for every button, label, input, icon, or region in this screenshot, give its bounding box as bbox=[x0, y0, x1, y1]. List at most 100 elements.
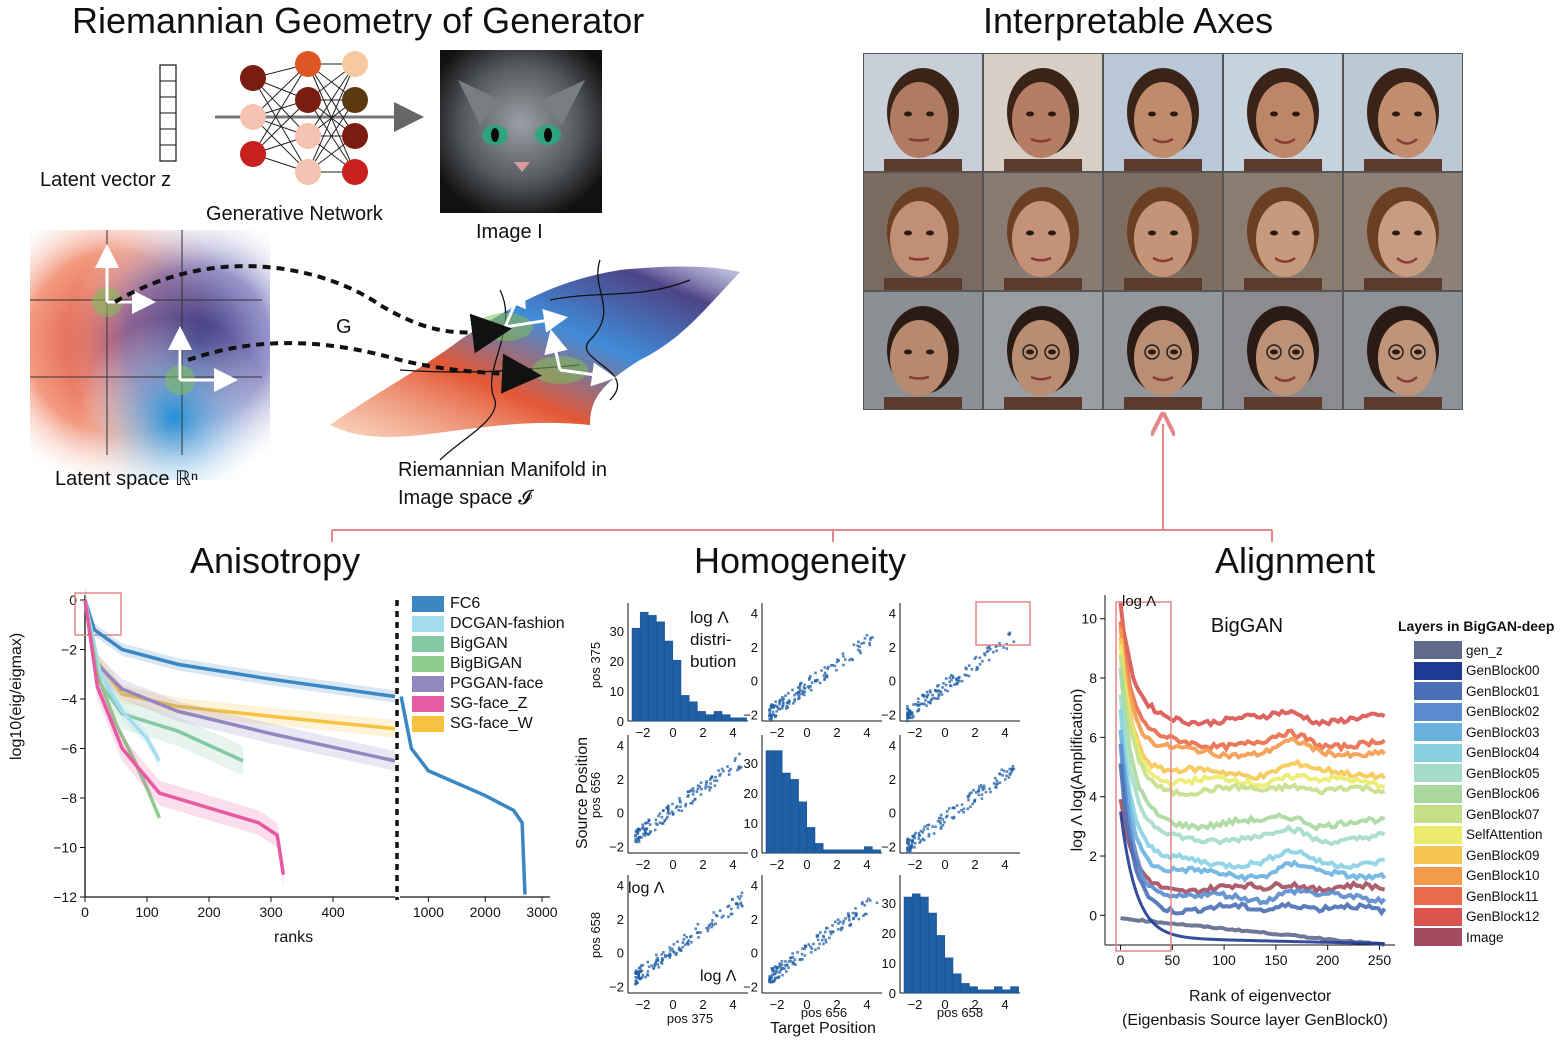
scatter-point bbox=[932, 832, 936, 835]
scatter-point bbox=[917, 697, 920, 701]
scatter-point bbox=[951, 676, 955, 679]
tick-label: 0 bbox=[751, 846, 758, 861]
scatter-point bbox=[1002, 646, 1005, 649]
scatter-point bbox=[820, 938, 824, 942]
scatter-point bbox=[786, 701, 790, 704]
scatter-point bbox=[800, 692, 803, 696]
layer-legend-item: GenBlock06 bbox=[1414, 784, 1543, 805]
scatter-point bbox=[689, 935, 693, 938]
scatter-point bbox=[768, 710, 771, 714]
tick-label: −2 bbox=[770, 857, 785, 872]
histogram-bar bbox=[928, 912, 937, 994]
scatter-point bbox=[854, 911, 857, 915]
scatter-point bbox=[837, 922, 840, 925]
scatter-point bbox=[778, 962, 782, 965]
scatter-point bbox=[684, 804, 687, 808]
scatter-point bbox=[922, 693, 926, 697]
scatter-point bbox=[1005, 647, 1009, 650]
scatter-point bbox=[906, 719, 909, 723]
scatter-point bbox=[678, 797, 681, 800]
tick-label: 10 bbox=[882, 956, 896, 971]
col-label: pos 656 bbox=[801, 1005, 847, 1020]
scatter-point bbox=[967, 664, 971, 667]
legend-swatch bbox=[412, 676, 444, 692]
histogram-bar bbox=[847, 849, 857, 854]
scatter-point bbox=[831, 930, 835, 934]
scatter-point bbox=[789, 959, 793, 963]
scatter-point bbox=[634, 834, 637, 838]
scatter-point bbox=[944, 683, 948, 687]
scatter-point bbox=[637, 966, 641, 970]
corner-label: log Λ bbox=[1122, 593, 1156, 610]
histogram-bar bbox=[672, 659, 682, 722]
scatter-point bbox=[917, 707, 921, 711]
scatter-point bbox=[948, 684, 952, 687]
scatter-point bbox=[709, 782, 712, 785]
scatter-point bbox=[714, 775, 717, 779]
row-label: pos 658 bbox=[588, 912, 603, 958]
face-image bbox=[1344, 173, 1462, 290]
scatter-point bbox=[995, 649, 998, 653]
scatter-point bbox=[655, 958, 658, 962]
scatter-point bbox=[848, 918, 851, 922]
tick-label: 0 bbox=[669, 997, 676, 1012]
hist-annotation-1: log Λ bbox=[690, 608, 729, 627]
tick-label: 0 bbox=[669, 725, 676, 740]
scatter-point bbox=[781, 966, 785, 970]
scatter-point bbox=[699, 781, 703, 784]
histogram-bar bbox=[738, 717, 747, 722]
layer-legend-item: GenBlock02 bbox=[1414, 702, 1543, 723]
tick-label: 20 bbox=[610, 654, 624, 669]
scatter-point bbox=[669, 949, 672, 952]
row-label: pos 375 bbox=[588, 642, 603, 688]
scatter-point bbox=[770, 973, 774, 976]
scatter-point bbox=[925, 690, 929, 694]
scatter-point bbox=[637, 971, 641, 974]
tick-label: −2 bbox=[770, 997, 785, 1012]
face-image bbox=[984, 54, 1102, 171]
face-image bbox=[1224, 173, 1342, 290]
tick-label: −2 bbox=[636, 725, 651, 740]
tick-label: −2 bbox=[743, 707, 758, 722]
y-tick-label: −6 bbox=[61, 741, 77, 757]
tick-label: 2 bbox=[889, 772, 896, 787]
scatter-point bbox=[668, 952, 672, 956]
scatter-point bbox=[698, 785, 702, 789]
scatter-point bbox=[674, 953, 678, 957]
scatter-point bbox=[948, 676, 952, 680]
scatter-point bbox=[960, 803, 964, 806]
scatter-point bbox=[952, 815, 956, 819]
scatter-point bbox=[691, 793, 695, 796]
scatter-point bbox=[636, 832, 639, 835]
scatter-point bbox=[691, 799, 695, 803]
scatter-point bbox=[729, 912, 733, 916]
scatter-point bbox=[815, 679, 819, 682]
scatter-point bbox=[906, 705, 909, 708]
x-tick-label: 3000 bbox=[526, 904, 557, 920]
scatter-point bbox=[706, 929, 710, 933]
scatter-point bbox=[634, 976, 637, 979]
layer-legend-item: GenBlock00 bbox=[1414, 661, 1543, 682]
scatter-point bbox=[650, 964, 654, 967]
legend-item: SG-face_W bbox=[412, 714, 565, 734]
tick-label: 20 bbox=[744, 786, 758, 801]
scatter-point bbox=[652, 966, 655, 970]
scatter-point bbox=[783, 964, 787, 967]
network-label: Generative Network bbox=[206, 203, 383, 225]
scatter-point bbox=[778, 701, 782, 704]
scatter-point bbox=[950, 678, 953, 682]
scatter-point bbox=[727, 904, 731, 908]
scatter-point bbox=[1000, 768, 1004, 772]
scatter-point bbox=[978, 662, 982, 666]
riemannian-diagram bbox=[30, 50, 740, 480]
scatter-point bbox=[907, 847, 911, 851]
scatter-point bbox=[989, 790, 992, 794]
scatter-point bbox=[837, 927, 840, 931]
histogram-bar bbox=[903, 896, 913, 994]
scatter-point bbox=[859, 651, 862, 655]
legend-item: SG-face_Z bbox=[412, 694, 565, 714]
series-line-fc6-tail bbox=[399, 696, 527, 895]
scatter-point bbox=[727, 773, 731, 776]
tick-label: 2 bbox=[833, 725, 840, 740]
scatter-point bbox=[906, 851, 910, 854]
